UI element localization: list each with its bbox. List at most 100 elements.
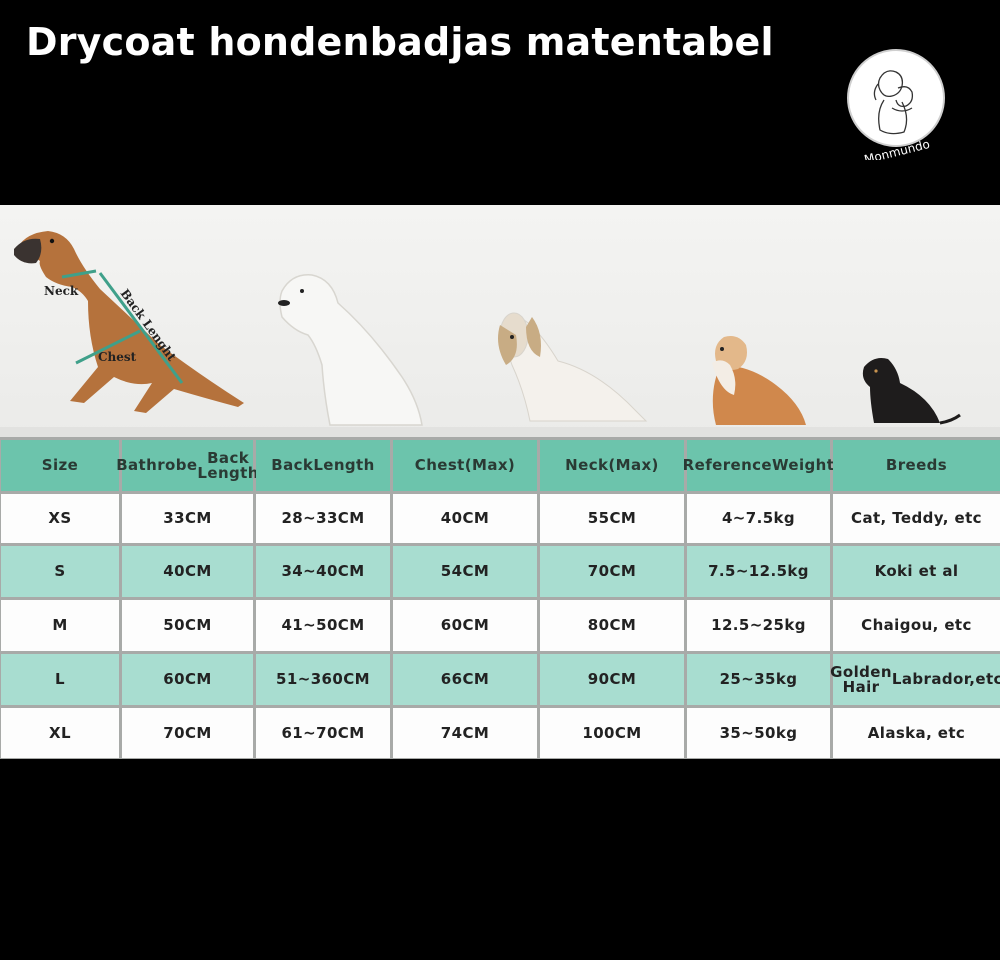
cell-text-line: 66CM [440,670,490,688]
cell-text-line: Chaigou, etc [861,616,972,634]
cell-text-line: Reference [682,456,773,474]
cell-size: XL [1,708,119,758]
cell-text-line: 4~7.5kg [721,509,796,527]
cell-bathrobe-back-length: 70CM [122,708,253,758]
cell-text-line: XL [49,723,71,742]
cell-text-line: 90CM [587,670,637,688]
cell-text-line: 34~40CM [281,562,365,580]
neck-label: Neck [44,284,79,298]
cell-text-line: Size [41,456,79,474]
cell-text-line: S [54,562,66,580]
cell-neck-max: 70CM [540,546,684,597]
cell-back-length: 51~360CM [256,654,390,705]
cell-text-line: 25~35kg [719,670,798,688]
cell-text-line: 51~360CM [276,670,370,688]
cell-size: XS [1,494,119,543]
mother-child-line-art-icon [873,70,914,135]
cell-text-line: 61~70CM [281,723,365,742]
header-chest-max: Chest(Max) [393,440,537,491]
cell-text-line: L [55,670,65,688]
cell-chest-max: 54CM [393,546,537,597]
cell-text-line: 50CM [163,616,212,634]
great-dane-dog-icon: Neck Back Lenght Chest [14,231,244,413]
cell-text-line: 28~33CM [281,509,365,527]
cell-text-line: Alaska, etc [867,723,966,742]
small-long-hair-dog-icon [712,336,806,425]
cell-bathrobe-back-length: 33CM [122,494,253,543]
cell-text-line: 40CM [440,509,490,527]
cell-text-line: 12.5~25kg [711,616,806,634]
header-neck-max: Neck(Max) [540,440,684,491]
dachshund-dog-icon [862,358,961,425]
chest-label: Chest [98,350,137,364]
size-table: Size Bathrobe Back Length Back Length Chest(M… [0,437,1000,759]
cell-text-line: 60CM [440,616,490,634]
cell-breeds: Cat, Teddy, etc [833,494,1000,543]
cell-text-line: Koki et al [874,562,959,580]
cell-neck-max: 90CM [540,654,684,705]
cell-chest-max: 60CM [393,600,537,651]
cell-text-line: 70CM [587,562,637,580]
cell-neck-max: 80CM [540,600,684,651]
header-bathrobe-back-length: Bathrobe Back Length [116,440,258,491]
cell-bathrobe-back-length: 60CM [122,654,253,705]
page-title: Drycoat hondenbadjas matentabel [26,20,774,64]
cell-text-line: Cat, Teddy, etc [851,509,982,527]
cell-text-line: 60CM [163,670,212,688]
cell-reference-weight: 35~50kg [687,708,830,758]
cell-reference-weight: 12.5~25kg [687,600,830,651]
cell-size: L [1,654,119,705]
cell-text-line: 55CM [587,509,637,527]
header-reference-weight: Reference Weight [683,440,834,491]
cell-text-line: M [52,616,68,634]
cell-reference-weight: 4~7.5kg [687,494,830,543]
cell-text-line: 70CM [163,723,212,742]
cell-bathrobe-back-length: 50CM [122,600,253,651]
cell-size: M [1,600,119,651]
cell-breeds: Koki et al [833,546,1000,597]
cell-text-line: Neck(Max) [565,456,659,474]
cell-breeds: Chaigou, etc [833,600,1000,651]
cell-text-line: 7.5~12.5kg [708,562,809,580]
cell-bathrobe-back-length: 40CM [122,546,253,597]
cell-back-length: 41~50CM [256,600,390,651]
samoyed-dog-icon [279,274,423,426]
cell-text-line: 35~50kg [719,723,798,742]
cell-text-line: 100CM [582,723,642,742]
cell-text-line: XS [48,509,72,527]
cell-breeds: Alaska, etc [833,708,1000,758]
cell-text-line: Chest(Max) [414,456,516,474]
cell-back-length: 61~70CM [256,708,390,758]
cell-text-line: Length [313,456,375,474]
brand-logo: Monmundo [840,48,952,167]
cell-text-line: Golden Hair [830,662,892,696]
cell-chest-max: 74CM [393,708,537,758]
cell-text-line: 74CM [440,723,490,742]
dog-sizes-illustration: Neck Back Lenght Chest [0,205,1000,437]
cell-text-line: Back Length [197,448,259,482]
shih-tzu-dog-icon [498,312,648,422]
cell-text-line: Bathrobe [116,456,198,474]
header-breeds: Breeds [833,440,1000,491]
cell-reference-weight: 7.5~12.5kg [687,546,830,597]
cell-text-line: Weight [772,456,835,474]
cell-text-line: Labrador,etc [891,670,1000,688]
cell-neck-max: 55CM [540,494,684,543]
cell-back-length: 34~40CM [256,546,390,597]
cell-reference-weight: 25~35kg [687,654,830,705]
cell-text-line: Back [271,456,314,474]
cell-size: S [1,546,119,597]
cell-text-line: 80CM [587,616,637,634]
header-back-length: Back Length [256,440,390,491]
cell-text-line: 33CM [163,509,212,527]
cell-text-line: 54CM [440,562,490,580]
cell-chest-max: 40CM [393,494,537,543]
cell-neck-max: 100CM [540,708,684,758]
header-size: Size [1,440,119,491]
cell-text-line: 41~50CM [281,616,365,634]
cell-breeds: Golden Hair Labrador,etc [830,654,1000,705]
cell-text-line: 40CM [163,562,212,580]
cell-chest-max: 66CM [393,654,537,705]
cell-text-line: Breeds [885,456,948,474]
cell-back-length: 28~33CM [256,494,390,543]
